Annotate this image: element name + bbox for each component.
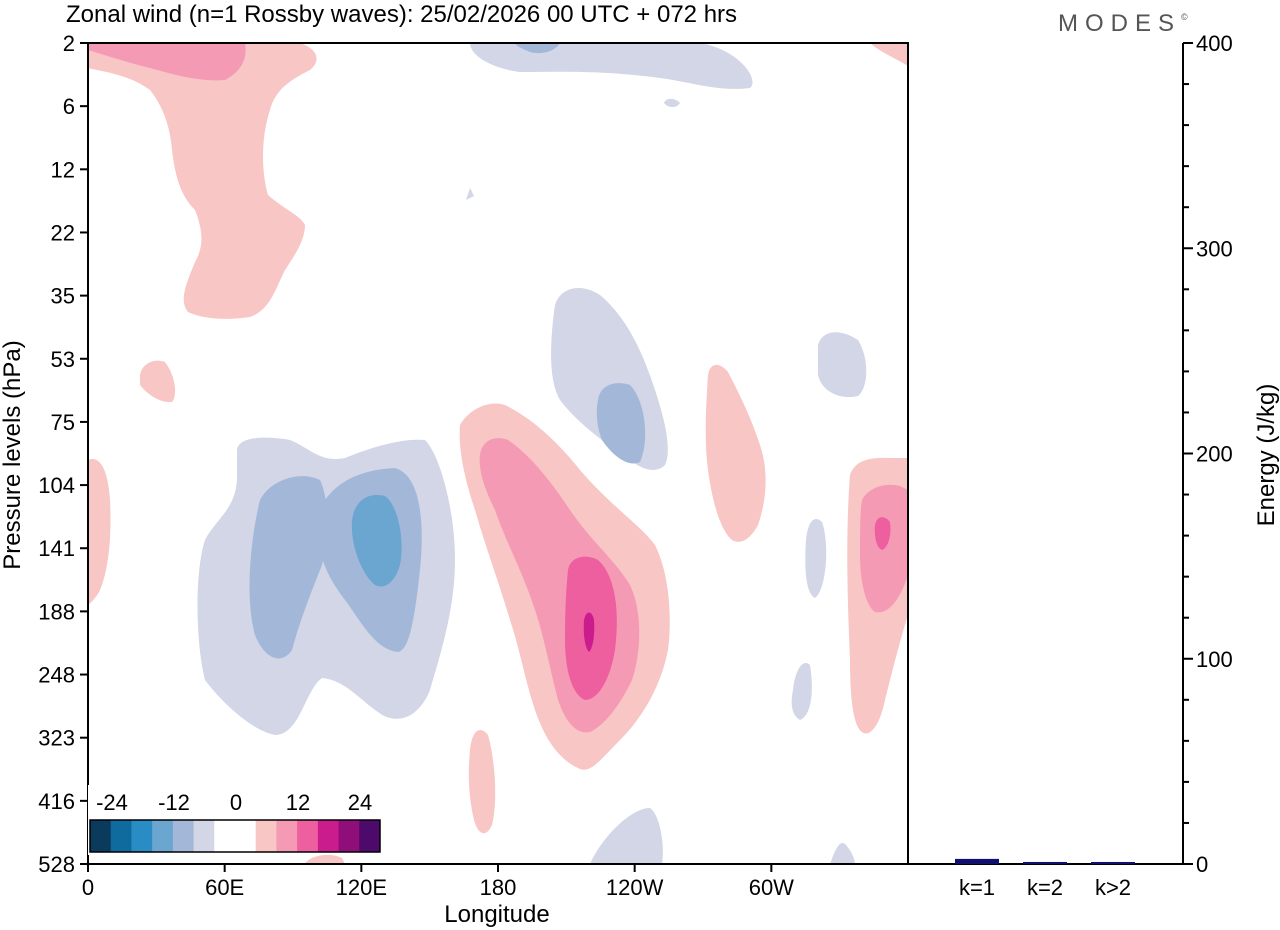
y-axis-title: Pressure levels (hPa) bbox=[0, 340, 26, 569]
colorbar-swatch bbox=[297, 820, 319, 852]
neg-contour-top-core bbox=[515, 43, 560, 54]
pos-contour-bottom bbox=[305, 854, 345, 864]
pos-contour-top-left bbox=[88, 43, 317, 319]
x-tick-label: 60E bbox=[205, 875, 244, 900]
energy-bar bbox=[1023, 861, 1067, 864]
y-tick-label: 248 bbox=[38, 663, 75, 688]
energy-axis-title: Energy (J/kg) bbox=[1253, 384, 1280, 527]
energy-bar bbox=[955, 858, 999, 864]
neg-contour-small bbox=[664, 98, 680, 108]
neg-contour-top bbox=[470, 43, 753, 89]
x-tick-label: 180 bbox=[480, 875, 517, 900]
y-tick-label: 53 bbox=[51, 347, 75, 372]
energy-category-label: k>2 bbox=[1095, 875, 1131, 900]
energy-category-label: k=2 bbox=[1027, 875, 1063, 900]
colorbar-label: 24 bbox=[348, 790, 372, 815]
colorbar-swatch bbox=[110, 820, 132, 852]
pos-contour-peak bbox=[583, 612, 595, 652]
colorbar-swatch bbox=[193, 820, 215, 852]
y-tick-label: 416 bbox=[38, 789, 75, 814]
x-tick-label: 120E bbox=[336, 875, 387, 900]
pressure-axis-labels: 2 6 12 22 35 53 75 104 141 188 248 323 416 528 bbox=[38, 31, 88, 877]
neg-contour-bottom-right bbox=[830, 842, 855, 864]
neg-contour-bottom bbox=[590, 808, 663, 864]
colorbar-label: -24 bbox=[96, 790, 128, 815]
y-tick-label: 104 bbox=[38, 473, 75, 498]
y-tick-label: 75 bbox=[51, 410, 75, 435]
colorbar-swatch bbox=[338, 820, 360, 852]
neg-contour-lower bbox=[791, 662, 812, 720]
pos-contour-small-west bbox=[140, 360, 176, 403]
energy-tick-label: 200 bbox=[1196, 442, 1233, 467]
colorbar-swatch bbox=[172, 820, 195, 852]
y-tick-label: 35 bbox=[51, 284, 75, 309]
colorbar-swatch bbox=[131, 820, 153, 852]
y-tick-label: 6 bbox=[63, 94, 75, 119]
x-axis-title: Longitude bbox=[444, 901, 549, 928]
y-tick-label: 323 bbox=[38, 726, 75, 751]
colorbar-swatch bbox=[276, 820, 298, 852]
colorbar: -24 -12 0 12 24 bbox=[88, 785, 382, 855]
chart-title: Zonal wind (n=1 Rossby waves): 25/02/202… bbox=[66, 1, 737, 28]
plot-frame bbox=[87, 42, 909, 865]
y-tick-label: 22 bbox=[51, 220, 75, 245]
colorbar-label: 12 bbox=[286, 790, 310, 815]
colorbar-swatch bbox=[90, 820, 112, 852]
x-tick-label: 120W bbox=[606, 875, 664, 900]
neg-contour-upper-core bbox=[596, 383, 646, 464]
pos-contour-top-right bbox=[870, 43, 908, 66]
neg-contour-west-core bbox=[249, 476, 327, 659]
energy-bar bbox=[1091, 861, 1135, 864]
energy-tick-label: 300 bbox=[1196, 236, 1233, 261]
energy-category-label: k=1 bbox=[959, 875, 995, 900]
colorbar-swatch bbox=[317, 820, 340, 852]
x-tick-label: 60W bbox=[749, 875, 794, 900]
colorbar-swatches bbox=[89, 819, 381, 853]
colorbar-labels: -24 -12 0 12 24 bbox=[96, 790, 372, 815]
colorbar-label: -12 bbox=[158, 790, 190, 815]
pos-contour-east-strong bbox=[874, 517, 891, 550]
x-tick-label: 0 bbox=[82, 875, 94, 900]
pos-contour-top-core bbox=[88, 43, 246, 81]
y-tick-label: 141 bbox=[38, 536, 75, 561]
modes-logo: MODES bbox=[1058, 10, 1181, 37]
y-tick-label: 12 bbox=[51, 157, 75, 182]
colorbar-swatch bbox=[152, 820, 174, 852]
colorbar-swatch bbox=[214, 820, 236, 852]
energy-bars bbox=[955, 858, 1135, 864]
neg-contour-sliver bbox=[466, 188, 474, 200]
neg-contour-east bbox=[818, 332, 867, 398]
pos-contour-slim bbox=[705, 364, 766, 542]
y-tick-label: 2 bbox=[63, 31, 75, 56]
energy-tick-label: 0 bbox=[1196, 852, 1208, 877]
neg-contour-thin bbox=[805, 519, 827, 598]
pos-contour-west-edge bbox=[88, 459, 111, 605]
pos-contour-lower bbox=[468, 730, 496, 834]
colorbar-swatch bbox=[235, 820, 257, 852]
energy-tick-label: 100 bbox=[1196, 647, 1233, 672]
contour-plot: 2 6 12 22 35 53 75 104 141 188 248 323 416 528 0 60E 12… bbox=[0, 31, 909, 928]
longitude-axis-labels: 0 60E 120E 180 120W 60W bbox=[82, 864, 794, 900]
y-tick-label: 188 bbox=[38, 599, 75, 624]
colorbar-swatch bbox=[255, 820, 277, 852]
energy-category-labels: k=1 k=2 k>2 bbox=[959, 875, 1131, 900]
neg-contour-strong-core bbox=[351, 495, 402, 587]
colorbar-label: 0 bbox=[230, 790, 242, 815]
colorbar-swatch bbox=[359, 820, 381, 852]
energy-tick-label: 400 bbox=[1196, 31, 1233, 56]
colorbar-frame bbox=[89, 819, 381, 853]
energy-axis-ticks: 0 100 200 300 400 bbox=[1183, 31, 1233, 877]
y-tick-label: 528 bbox=[38, 852, 75, 877]
energy-panel: 0 100 200 300 400 k=1 k=2 k>2 Energy (J/kg) bbox=[908, 31, 1280, 900]
logo-mark: © bbox=[1181, 12, 1188, 22]
